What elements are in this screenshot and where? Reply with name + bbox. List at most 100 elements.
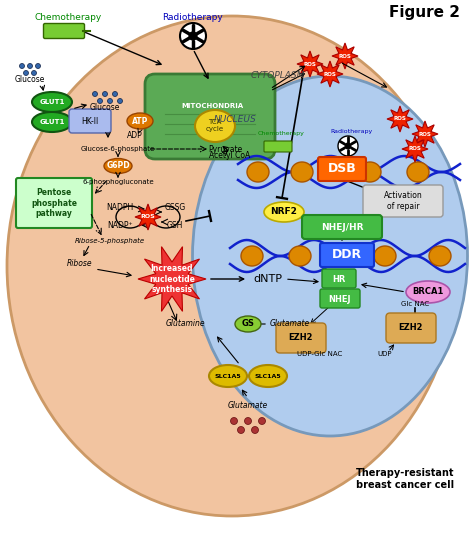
Text: NADPH: NADPH	[106, 202, 134, 211]
FancyBboxPatch shape	[16, 178, 92, 228]
Ellipse shape	[235, 316, 261, 332]
Text: ROS: ROS	[303, 61, 317, 67]
Text: Ribose: Ribose	[67, 260, 93, 269]
FancyBboxPatch shape	[322, 269, 356, 288]
FancyBboxPatch shape	[69, 109, 111, 133]
Text: Glutamate: Glutamate	[270, 319, 310, 328]
Ellipse shape	[36, 64, 40, 68]
Text: GSSG: GSSG	[164, 202, 186, 211]
Ellipse shape	[32, 92, 72, 112]
Ellipse shape	[24, 70, 28, 75]
Text: NHEJ: NHEJ	[329, 294, 351, 303]
Text: Chemotherapy: Chemotherapy	[35, 13, 101, 22]
FancyBboxPatch shape	[264, 141, 292, 152]
FancyBboxPatch shape	[276, 323, 326, 353]
Ellipse shape	[264, 202, 304, 222]
Ellipse shape	[192, 76, 467, 436]
Ellipse shape	[27, 64, 33, 68]
Ellipse shape	[98, 98, 102, 104]
Ellipse shape	[429, 246, 451, 266]
Text: ROS: ROS	[338, 53, 351, 59]
Text: SLC1A5: SLC1A5	[215, 373, 241, 379]
Ellipse shape	[345, 143, 351, 149]
Text: ATP: ATP	[132, 116, 148, 125]
Text: ROS: ROS	[393, 116, 406, 122]
Text: Glutamine: Glutamine	[165, 319, 205, 328]
Ellipse shape	[31, 70, 36, 75]
Text: EZH2: EZH2	[399, 324, 423, 333]
Ellipse shape	[19, 64, 25, 68]
Text: GSH: GSH	[167, 222, 183, 231]
Ellipse shape	[374, 246, 396, 266]
Text: Radiotherapy: Radiotherapy	[163, 13, 223, 22]
Ellipse shape	[237, 427, 245, 434]
Text: HR: HR	[332, 274, 346, 284]
Ellipse shape	[7, 16, 457, 516]
Ellipse shape	[102, 91, 108, 97]
Text: G6PD: G6PD	[106, 161, 130, 170]
Text: NHEJ/HR: NHEJ/HR	[321, 223, 363, 232]
FancyBboxPatch shape	[44, 23, 84, 38]
Text: NRF2: NRF2	[271, 208, 298, 216]
Ellipse shape	[338, 136, 358, 156]
Text: Ribose-5-phosphate: Ribose-5-phosphate	[75, 238, 145, 244]
Ellipse shape	[258, 418, 265, 425]
Text: BRCA1: BRCA1	[412, 287, 444, 296]
Ellipse shape	[104, 159, 132, 174]
Polygon shape	[387, 106, 413, 132]
Text: Glucose: Glucose	[90, 103, 120, 112]
FancyBboxPatch shape	[363, 185, 443, 217]
Text: Radiotherapy: Radiotherapy	[331, 130, 373, 135]
Ellipse shape	[241, 246, 263, 266]
Text: EZH2: EZH2	[289, 334, 313, 342]
Text: Glucose-6-phosphate: Glucose-6-phosphate	[81, 146, 155, 152]
Polygon shape	[297, 51, 323, 77]
FancyBboxPatch shape	[145, 74, 275, 159]
Text: Glutamate: Glutamate	[228, 402, 268, 411]
Ellipse shape	[359, 162, 381, 182]
Text: Activation
of repair: Activation of repair	[383, 191, 422, 211]
Ellipse shape	[406, 281, 450, 303]
Text: Pyruvate: Pyruvate	[208, 145, 242, 153]
Ellipse shape	[189, 32, 197, 40]
Text: UDP: UDP	[378, 351, 392, 357]
Text: GS: GS	[242, 319, 255, 328]
Text: DSB: DSB	[328, 162, 356, 176]
Text: Pentose
phosphate
pathway: Pentose phosphate pathway	[31, 188, 77, 218]
Ellipse shape	[209, 365, 247, 387]
Text: UDP-Glc NAC: UDP-Glc NAC	[297, 351, 343, 357]
FancyBboxPatch shape	[302, 215, 382, 239]
Ellipse shape	[249, 365, 287, 387]
Text: Glucose: Glucose	[15, 75, 45, 83]
Text: TCA
cycle: TCA cycle	[206, 120, 224, 132]
Text: 6-phosphogluconate: 6-phosphogluconate	[82, 179, 154, 185]
Ellipse shape	[247, 162, 269, 182]
Text: dNTP: dNTP	[254, 274, 283, 284]
Text: Acetyl CoA: Acetyl CoA	[210, 152, 251, 161]
Polygon shape	[402, 136, 428, 162]
Ellipse shape	[252, 427, 258, 434]
Text: Glc NAC: Glc NAC	[401, 301, 429, 307]
Text: ROS: ROS	[324, 72, 337, 76]
Ellipse shape	[407, 162, 429, 182]
Ellipse shape	[289, 246, 311, 266]
Text: GLUT1: GLUT1	[39, 99, 64, 105]
FancyBboxPatch shape	[320, 243, 374, 267]
Text: ROS: ROS	[419, 131, 431, 137]
Text: Therapy-resistant
breast cancer cell: Therapy-resistant breast cancer cell	[356, 468, 454, 490]
Text: SLC1A5: SLC1A5	[255, 373, 282, 379]
Polygon shape	[412, 121, 438, 147]
Ellipse shape	[180, 23, 206, 49]
Ellipse shape	[291, 162, 313, 182]
Text: CYTOPLASM: CYTOPLASM	[251, 72, 305, 81]
Text: GLUT1: GLUT1	[39, 119, 64, 125]
Polygon shape	[138, 247, 206, 311]
Text: HK-II: HK-II	[82, 116, 99, 125]
Text: DDR: DDR	[332, 248, 362, 262]
Ellipse shape	[230, 418, 237, 425]
Ellipse shape	[108, 98, 112, 104]
Text: Increased
nucleotide
synthesis: Increased nucleotide synthesis	[149, 264, 195, 294]
Polygon shape	[317, 61, 343, 87]
Ellipse shape	[32, 112, 72, 132]
FancyBboxPatch shape	[320, 289, 360, 308]
